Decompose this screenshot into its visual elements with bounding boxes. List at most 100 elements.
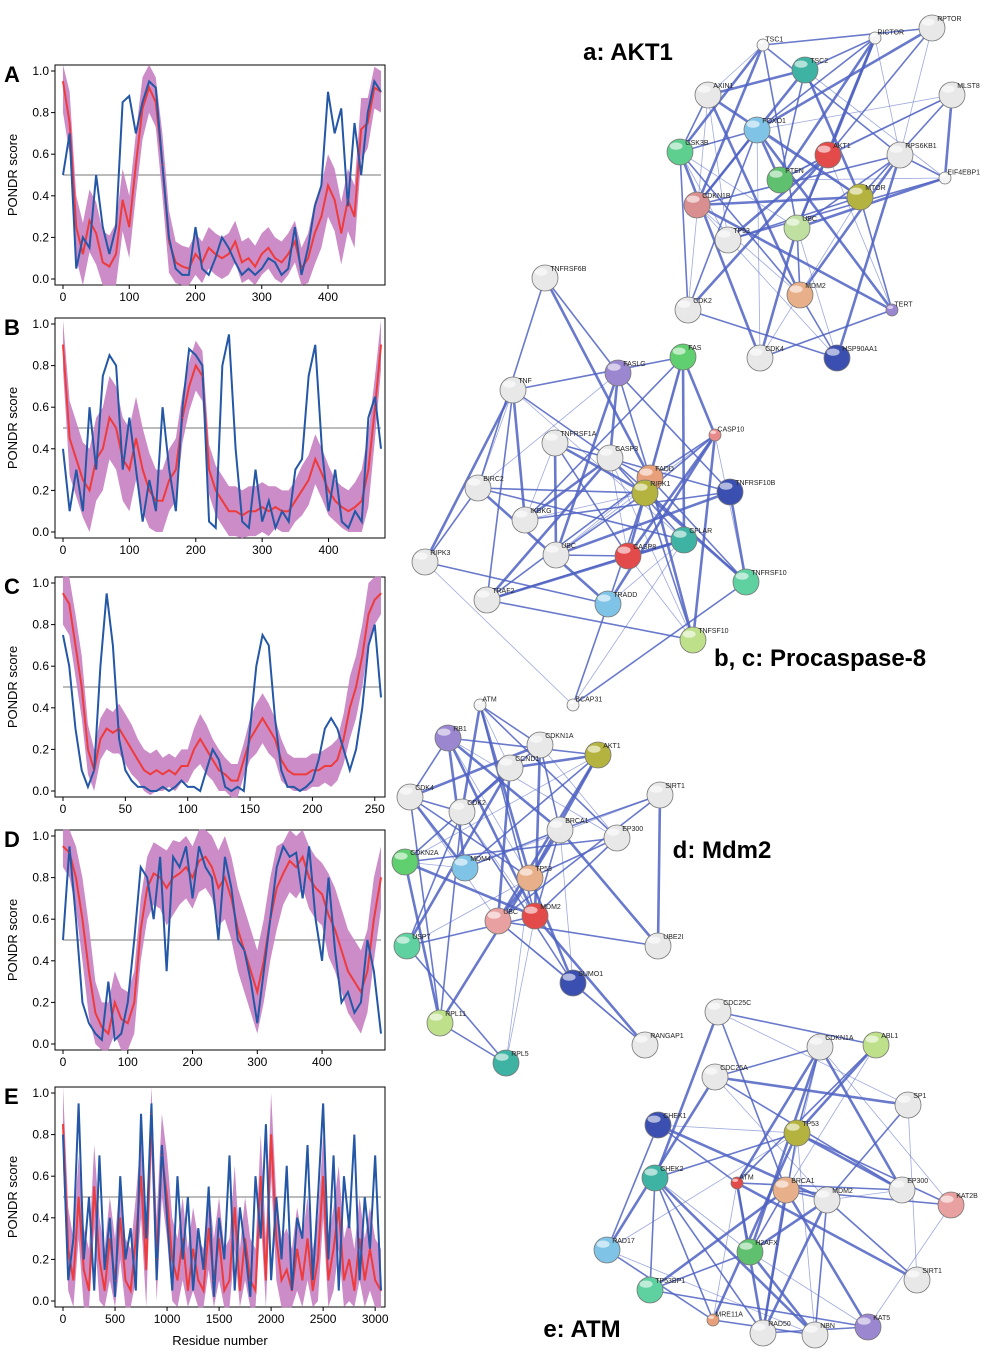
node-highlight — [769, 170, 783, 178]
network-node-ripk3[interactable]: RIPK3 — [411, 548, 451, 576]
network-node-sp1[interactable]: SP1 — [894, 1091, 927, 1119]
network-node-ep300[interactable]: EP300 — [603, 824, 643, 852]
network-node-chek1[interactable]: CHEK1 — [644, 1111, 687, 1139]
network-node-usp7[interactable]: USP7 — [393, 932, 431, 960]
network-node-sumo1[interactable]: SUMO1 — [559, 969, 603, 997]
network-node-bcap31[interactable]: BCAP31 — [566, 697, 602, 712]
network-node-tnf[interactable]: TNF — [499, 376, 532, 404]
network-node-ubc[interactable]: UBC — [542, 541, 576, 569]
network-node-tnfrsf1a[interactable]: TNFRSF1A — [541, 429, 597, 457]
network-node-nbn[interactable]: NBN — [801, 1321, 835, 1349]
network-node-kat5[interactable]: KAT5 — [854, 1313, 890, 1341]
network-node-cdc25a[interactable]: CDC25A — [701, 1063, 748, 1091]
network-node-cdkn2a[interactable]: CDKN2A — [391, 848, 439, 876]
data-point — [188, 385, 190, 387]
network-node-faslg[interactable]: FASLG — [604, 359, 646, 387]
network-node-cdkn1b[interactable]: CDKN1B — [683, 191, 731, 219]
network-node-mdm2[interactable]: MDM2 — [786, 281, 826, 309]
network-node-akt1[interactable]: AKT1 — [814, 141, 851, 169]
network-node-mdm4[interactable]: MDM4 — [451, 854, 491, 882]
network-node-tp53bp1[interactable]: TP53BP1 — [636, 1276, 685, 1304]
network-node-abl1[interactable]: ABL1 — [862, 1031, 898, 1059]
network-node-birc2[interactable]: BIRC2 — [464, 474, 504, 502]
network-edge — [447, 736, 561, 832]
network-node-ikbkg[interactable]: IKBKG — [511, 506, 552, 534]
node-highlight — [502, 380, 516, 388]
network-node-rps6kb1[interactable]: RPS6KB1 — [886, 141, 937, 169]
network-node-rangap1[interactable]: RANGAP1 — [631, 1031, 684, 1059]
data-point — [296, 1248, 298, 1250]
network-node-brca1[interactable]: BRCA1 — [772, 1176, 815, 1204]
network-node-cdk2[interactable]: CDK2 — [448, 798, 486, 826]
network-node-mlst8[interactable]: MLST8 — [938, 81, 980, 109]
network-node-tnfrsf10b[interactable]: TNFRSF10B — [716, 478, 776, 506]
data-point — [230, 897, 232, 900]
network-node-rad50[interactable]: RAD50 — [749, 1319, 791, 1347]
network-node-cdk4[interactable]: CDK4 — [396, 783, 434, 811]
network-node-fas[interactable]: FAS — [669, 343, 702, 371]
network-node-ubc[interactable]: UBC — [484, 907, 518, 935]
network-node-ube2i[interactable]: UBE2I — [644, 932, 683, 960]
network-node-sirt1[interactable]: SIRT1 — [903, 1266, 942, 1294]
data-point — [317, 1258, 319, 1260]
network-node-tradd[interactable]: TRADD — [594, 590, 637, 618]
network-node-cdk4[interactable]: CDK4 — [746, 344, 784, 372]
data-point — [267, 247, 269, 249]
network-node-ubc[interactable]: UBC — [783, 214, 817, 242]
node-highlight — [599, 448, 613, 456]
network-node-tsc2[interactable]: TSC2 — [791, 56, 828, 84]
network-node-tp53[interactable]: TP53 — [714, 226, 750, 254]
network-node-cdkn1a[interactable]: CDKN1A — [806, 1033, 854, 1061]
network-node-h2afx[interactable]: H2AFX — [736, 1238, 778, 1266]
network-node-mdm2[interactable]: MDM2 — [521, 902, 561, 930]
network-node-tp53[interactable]: TP53 — [783, 1119, 819, 1147]
network-node-rpl5[interactable]: RPL5 — [492, 1049, 529, 1077]
network-node-cdk2[interactable]: CDK2 — [674, 296, 712, 324]
network-node-ripk1[interactable]: RIPK1 — [631, 479, 671, 507]
network-node-ep300[interactable]: EP300 — [888, 1176, 928, 1204]
network-node-hsp90aa1[interactable]: HSP90AA1 — [823, 344, 878, 372]
network-node-rad17[interactable]: RAD17 — [593, 1236, 635, 1264]
network-node-cdkn1a[interactable]: CDKN1A — [526, 731, 574, 759]
network-node-tnfsf10[interactable]: TNFSF10 — [679, 626, 729, 654]
network-node-ccnd1[interactable]: CCND1 — [496, 754, 539, 782]
network-node-casp3[interactable]: CASP3 — [596, 444, 638, 472]
data-point — [153, 872, 155, 875]
network-node-kat2b[interactable]: KAT2B — [937, 1191, 978, 1219]
network-node-atm[interactable]: ATM — [473, 697, 497, 712]
network-node-eif4ebp1[interactable]: EIF4EBP1 — [938, 170, 980, 185]
network-node-mre11a[interactable]: MRE11A — [706, 1312, 743, 1327]
network-node-atm[interactable]: ATM — [730, 1175, 754, 1190]
chart-panel-e: E PONDR score 0.0 0.2 0.4 0.6 0.8 1.0 0 500 1000 15… — [4, 1084, 389, 1348]
network-node-chek2[interactable]: CHEK2 — [641, 1164, 684, 1192]
network-node-tp53[interactable]: TP53 — [516, 864, 552, 892]
network-node-casp8[interactable]: CASP8 — [614, 542, 656, 570]
data-point — [286, 1269, 288, 1271]
network-node-axin1[interactable]: AXIN1 — [694, 81, 734, 109]
network-node-rb1[interactable]: RB1 — [434, 724, 467, 752]
node-label: TP53 — [802, 1121, 819, 1128]
data-point — [228, 1279, 231, 1281]
network-node-gsk3b[interactable]: GSK3B — [666, 138, 709, 166]
network-node-casp10[interactable]: CASP10 — [708, 427, 744, 442]
network-node-tnfrsf6b[interactable]: TNFRSF6B — [531, 264, 587, 292]
network-node-traf2[interactable]: TRAF2 — [473, 586, 514, 614]
network-node-akt1[interactable]: AKT1 — [584, 741, 621, 769]
network-node-mtor[interactable]: MTOR — [846, 183, 886, 211]
network-node-tert[interactable]: TERT — [885, 302, 913, 317]
network-node-cdc25c[interactable]: CDC25C — [704, 998, 751, 1026]
network-node-mdm2[interactable]: MDM2 — [813, 1186, 853, 1214]
network-node-brca1[interactable]: BRCA1 — [546, 816, 589, 844]
node-label: SIRT1 — [665, 783, 685, 790]
network-node-rpl11[interactable]: RPL11 — [426, 1009, 466, 1037]
data-point — [213, 1279, 215, 1281]
network-node-rictor[interactable]: RICTOR — [868, 30, 904, 45]
network-node-sirt1[interactable]: SIRT1 — [646, 781, 685, 809]
network-node-tsc1[interactable]: TSC1 — [756, 37, 783, 52]
network-node-pten[interactable]: PTEN — [766, 166, 804, 194]
network-node-rptor[interactable]: RPTOR — [918, 14, 962, 42]
network-node-tnfrsf10[interactable]: TNFRSF10 — [732, 568, 787, 596]
node-label: TNFSF10 — [698, 628, 728, 635]
network-node-cflar[interactable]: CFLAR — [670, 526, 712, 554]
network-node-foxo1[interactable]: FOXO1 — [743, 116, 786, 144]
